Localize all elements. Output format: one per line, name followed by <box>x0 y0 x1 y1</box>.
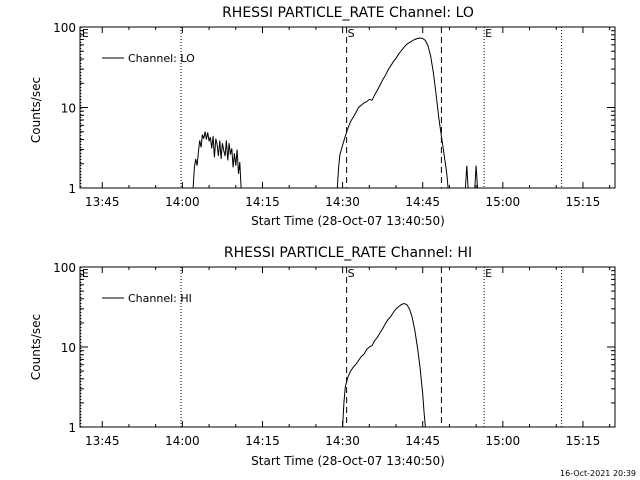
y-tick-label: 10 <box>61 102 76 116</box>
y-axis-label: Counts/sec <box>29 314 43 380</box>
x-tick-label: 14:15 <box>245 434 280 448</box>
x-tick-label: 14:45 <box>405 195 440 209</box>
x-tick-label: 15:00 <box>486 434 521 448</box>
series-line <box>336 37 449 189</box>
x-tick-label: 14:45 <box>405 434 440 448</box>
series-line <box>342 302 426 428</box>
footer-timestamp: 16-Oct-2021 20:39 <box>560 469 636 478</box>
x-tick-label: 15:15 <box>566 434 601 448</box>
x-tick-label: 14:00 <box>165 434 200 448</box>
chart-title: RHESSI PARTICLE_RATE Channel: HI <box>224 245 472 261</box>
x-tick-label: 15:15 <box>566 195 601 209</box>
plot-area: 13:45 14:00 14:15 14:30 14:45 15:00 15:15 1 10 10… <box>53 21 616 209</box>
chart-title: RHESSI PARTICLE_RATE Channel: LO <box>222 5 474 21</box>
series-line <box>474 165 478 189</box>
time-marker-label: E <box>485 27 492 40</box>
time-marker-label: S <box>348 267 355 280</box>
chart-panel-lo: RHESSI PARTICLE_RATE Channel: LO Counts/… <box>29 5 616 228</box>
series-line <box>464 165 469 189</box>
chart-panel-hi: RHESSI PARTICLE_RATE Channel: HI Counts/… <box>29 245 616 468</box>
y-tick-label: 10 <box>61 341 76 355</box>
time-marker-label: E <box>82 27 89 40</box>
y-tick-label: 100 <box>53 21 76 35</box>
time-marker-label: E <box>82 267 89 280</box>
x-tick-label: 14:00 <box>165 195 200 209</box>
x-tick-label: 14:30 <box>325 434 360 448</box>
y-axis-label: Counts/sec <box>29 77 43 143</box>
y-tick-label: 1 <box>68 182 76 196</box>
x-axis-label: Start Time (28-Oct-07 13:40:50) <box>251 214 445 228</box>
time-marker-label: S <box>348 27 355 40</box>
legend-label: Channel: LO <box>128 52 195 65</box>
y-tick-label: 1 <box>68 421 76 435</box>
x-tick-label: 15:00 <box>486 195 521 209</box>
series-line <box>192 131 242 189</box>
plot-area: 13:45 14:00 14:15 14:30 14:45 15:00 15:15 1 10 10… <box>53 261 616 448</box>
x-tick-label: 13:45 <box>85 434 120 448</box>
x-axis-label: Start Time (28-Oct-07 13:40:50) <box>251 454 445 468</box>
time-marker-label: E <box>485 267 492 280</box>
legend-label: Channel: HI <box>128 292 192 305</box>
x-tick-label: 14:15 <box>245 195 280 209</box>
y-tick-label: 100 <box>53 261 76 275</box>
x-tick-label: 14:30 <box>325 195 360 209</box>
x-tick-label: 13:45 <box>85 195 120 209</box>
